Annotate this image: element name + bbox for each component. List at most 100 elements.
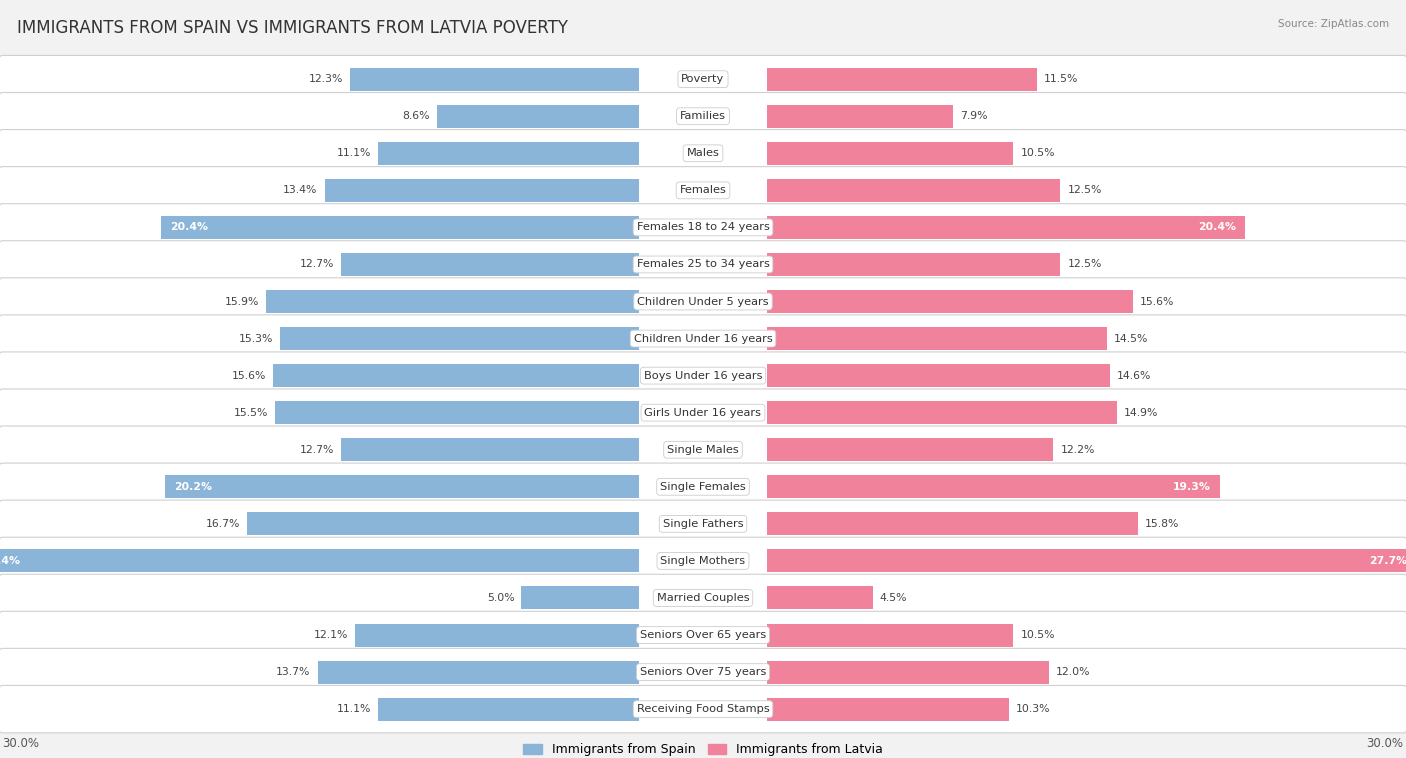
Text: 30.0%: 30.0% xyxy=(1367,737,1403,750)
Text: 28.4%: 28.4% xyxy=(0,556,21,566)
FancyBboxPatch shape xyxy=(0,426,1406,474)
Bar xyxy=(350,67,638,91)
Text: 15.8%: 15.8% xyxy=(1144,519,1180,529)
Text: Boys Under 16 years: Boys Under 16 years xyxy=(644,371,762,381)
Text: 12.1%: 12.1% xyxy=(314,630,349,640)
Text: 14.6%: 14.6% xyxy=(1116,371,1152,381)
FancyBboxPatch shape xyxy=(0,389,1406,437)
Bar xyxy=(768,216,1246,239)
Text: Males: Males xyxy=(686,149,720,158)
Text: Married Couples: Married Couples xyxy=(657,593,749,603)
Bar xyxy=(318,661,638,684)
Text: 10.5%: 10.5% xyxy=(1021,630,1054,640)
Text: Seniors Over 65 years: Seniors Over 65 years xyxy=(640,630,766,640)
FancyBboxPatch shape xyxy=(0,55,1406,103)
Text: Children Under 5 years: Children Under 5 years xyxy=(637,296,769,306)
Text: 30.0%: 30.0% xyxy=(3,737,39,750)
Bar xyxy=(768,475,1219,498)
Text: 20.2%: 20.2% xyxy=(174,482,212,492)
Bar xyxy=(247,512,638,535)
Text: Seniors Over 75 years: Seniors Over 75 years xyxy=(640,667,766,677)
Text: 27.7%: 27.7% xyxy=(1369,556,1406,566)
Text: 14.9%: 14.9% xyxy=(1123,408,1159,418)
FancyBboxPatch shape xyxy=(0,537,1406,584)
Text: 20.4%: 20.4% xyxy=(170,222,208,233)
Bar xyxy=(522,587,638,609)
Text: 11.1%: 11.1% xyxy=(337,704,371,714)
Text: IMMIGRANTS FROM SPAIN VS IMMIGRANTS FROM LATVIA POVERTY: IMMIGRANTS FROM SPAIN VS IMMIGRANTS FROM… xyxy=(17,19,568,37)
FancyBboxPatch shape xyxy=(0,241,1406,288)
Bar xyxy=(166,475,638,498)
Bar xyxy=(768,512,1137,535)
Text: 8.6%: 8.6% xyxy=(402,111,430,121)
Bar xyxy=(768,290,1133,313)
FancyBboxPatch shape xyxy=(0,204,1406,251)
Text: 20.4%: 20.4% xyxy=(1198,222,1236,233)
FancyBboxPatch shape xyxy=(0,463,1406,511)
Text: 12.7%: 12.7% xyxy=(299,445,335,455)
Bar xyxy=(768,401,1116,424)
Text: 5.0%: 5.0% xyxy=(486,593,515,603)
Text: 12.2%: 12.2% xyxy=(1060,445,1095,455)
Bar xyxy=(768,697,1010,721)
Bar xyxy=(768,438,1053,461)
Text: 10.3%: 10.3% xyxy=(1015,704,1050,714)
Text: Females 18 to 24 years: Females 18 to 24 years xyxy=(637,222,769,233)
Bar xyxy=(768,661,1049,684)
Bar xyxy=(273,364,638,387)
Text: Girls Under 16 years: Girls Under 16 years xyxy=(644,408,762,418)
FancyBboxPatch shape xyxy=(0,685,1406,733)
FancyBboxPatch shape xyxy=(0,92,1406,140)
FancyBboxPatch shape xyxy=(0,277,1406,325)
Bar xyxy=(768,67,1038,91)
Text: 13.7%: 13.7% xyxy=(276,667,311,677)
Text: 10.5%: 10.5% xyxy=(1021,149,1054,158)
Text: Females: Females xyxy=(679,186,727,196)
Text: 15.6%: 15.6% xyxy=(232,371,266,381)
Legend: Immigrants from Spain, Immigrants from Latvia: Immigrants from Spain, Immigrants from L… xyxy=(517,738,889,758)
Bar xyxy=(768,179,1060,202)
Text: 12.5%: 12.5% xyxy=(1067,259,1102,269)
Bar xyxy=(378,142,638,164)
Bar xyxy=(0,550,638,572)
Text: 14.5%: 14.5% xyxy=(1115,334,1149,343)
Text: 15.5%: 15.5% xyxy=(233,408,269,418)
Text: 4.5%: 4.5% xyxy=(880,593,907,603)
Text: Children Under 16 years: Children Under 16 years xyxy=(634,334,772,343)
Bar xyxy=(276,401,638,424)
Text: 15.3%: 15.3% xyxy=(239,334,273,343)
Text: Receiving Food Stamps: Receiving Food Stamps xyxy=(637,704,769,714)
Text: 12.7%: 12.7% xyxy=(299,259,335,269)
Bar xyxy=(280,327,638,350)
Bar xyxy=(768,587,873,609)
Text: 19.3%: 19.3% xyxy=(1173,482,1211,492)
Bar xyxy=(768,364,1109,387)
Bar xyxy=(160,216,638,239)
Text: 15.6%: 15.6% xyxy=(1140,296,1174,306)
FancyBboxPatch shape xyxy=(0,575,1406,622)
Bar xyxy=(437,105,638,127)
Bar xyxy=(768,550,1406,572)
Bar xyxy=(768,624,1014,647)
FancyBboxPatch shape xyxy=(0,315,1406,362)
FancyBboxPatch shape xyxy=(0,167,1406,214)
Bar xyxy=(768,142,1014,164)
Text: Poverty: Poverty xyxy=(682,74,724,84)
Text: Single Mothers: Single Mothers xyxy=(661,556,745,566)
Text: 7.9%: 7.9% xyxy=(960,111,987,121)
FancyBboxPatch shape xyxy=(0,648,1406,696)
Text: 12.5%: 12.5% xyxy=(1067,186,1102,196)
Bar xyxy=(325,179,638,202)
Bar xyxy=(266,290,638,313)
Text: 13.4%: 13.4% xyxy=(283,186,318,196)
FancyBboxPatch shape xyxy=(0,611,1406,659)
Text: Families: Families xyxy=(681,111,725,121)
Bar xyxy=(768,253,1060,276)
Bar xyxy=(768,105,953,127)
Text: 11.1%: 11.1% xyxy=(337,149,371,158)
Bar xyxy=(768,327,1108,350)
Bar xyxy=(342,253,638,276)
Text: Source: ZipAtlas.com: Source: ZipAtlas.com xyxy=(1278,19,1389,29)
Text: 11.5%: 11.5% xyxy=(1043,74,1078,84)
Bar xyxy=(342,438,638,461)
